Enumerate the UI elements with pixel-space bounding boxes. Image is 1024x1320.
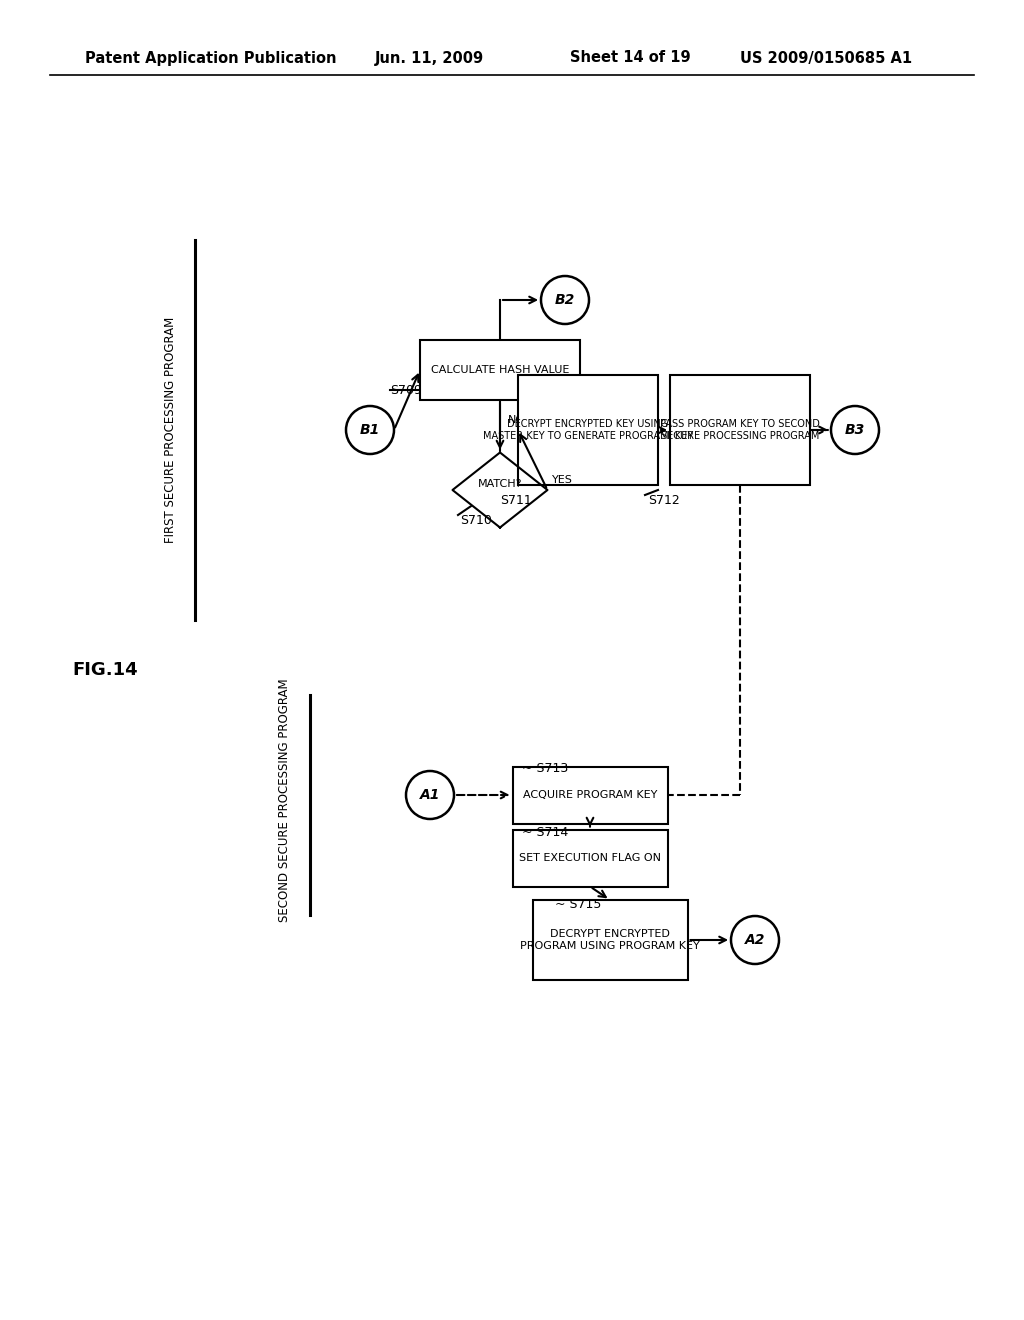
Text: Jun. 11, 2009: Jun. 11, 2009 bbox=[375, 50, 484, 66]
Polygon shape bbox=[453, 453, 548, 528]
Text: Patent Application Publication: Patent Application Publication bbox=[85, 50, 337, 66]
Circle shape bbox=[541, 276, 589, 323]
Text: NO: NO bbox=[508, 414, 525, 425]
Circle shape bbox=[346, 407, 394, 454]
Text: A1: A1 bbox=[420, 788, 440, 803]
Bar bbox=[420, 341, 580, 400]
Text: S711: S711 bbox=[500, 494, 531, 507]
Bar bbox=[512, 767, 668, 824]
Circle shape bbox=[831, 407, 879, 454]
Text: MATCH?: MATCH? bbox=[478, 479, 522, 488]
Text: YES: YES bbox=[552, 475, 572, 484]
Text: FIG.14: FIG.14 bbox=[72, 661, 137, 678]
Text: DECRYPT ENCRYPTED
PROGRAM USING PROGRAM KEY: DECRYPT ENCRYPTED PROGRAM USING PROGRAM … bbox=[520, 929, 699, 952]
Bar bbox=[512, 829, 668, 887]
Text: ~ S715: ~ S715 bbox=[555, 899, 601, 912]
Text: S712: S712 bbox=[648, 494, 680, 507]
Bar bbox=[518, 375, 658, 484]
Text: CALCULATE HASH VALUE: CALCULATE HASH VALUE bbox=[431, 366, 569, 375]
Circle shape bbox=[731, 916, 779, 964]
Text: S710: S710 bbox=[460, 513, 492, 527]
Text: B2: B2 bbox=[555, 293, 575, 308]
Text: A2: A2 bbox=[744, 933, 765, 946]
Text: S709: S709 bbox=[390, 384, 422, 396]
Text: SECOND SECURE PROCESSING PROGRAM: SECOND SECURE PROCESSING PROGRAM bbox=[279, 678, 292, 921]
Text: B1: B1 bbox=[359, 422, 380, 437]
Circle shape bbox=[406, 771, 454, 818]
Text: DECRYPT ENCRYPTED KEY USING
MASTER KEY TO GENERATE PROGRAM  KEY: DECRYPT ENCRYPTED KEY USING MASTER KEY T… bbox=[483, 418, 693, 441]
Bar bbox=[670, 375, 810, 484]
Text: PASS PROGRAM KEY TO SECOND
SECURE PROCESSING PROGRAM: PASS PROGRAM KEY TO SECOND SECURE PROCES… bbox=[660, 418, 820, 441]
Text: ~ S713: ~ S713 bbox=[522, 762, 568, 775]
Text: US 2009/0150685 A1: US 2009/0150685 A1 bbox=[740, 50, 912, 66]
Text: ACQUIRE PROGRAM KEY: ACQUIRE PROGRAM KEY bbox=[523, 789, 657, 800]
Bar bbox=[532, 900, 687, 979]
Text: ~ S714: ~ S714 bbox=[522, 825, 568, 838]
Text: FIRST SECURE PROCESSING PROGRAM: FIRST SECURE PROCESSING PROGRAM bbox=[164, 317, 176, 543]
Text: SET EXECUTION FLAG ON: SET EXECUTION FLAG ON bbox=[519, 853, 662, 863]
Text: Sheet 14 of 19: Sheet 14 of 19 bbox=[570, 50, 690, 66]
Text: B3: B3 bbox=[845, 422, 865, 437]
